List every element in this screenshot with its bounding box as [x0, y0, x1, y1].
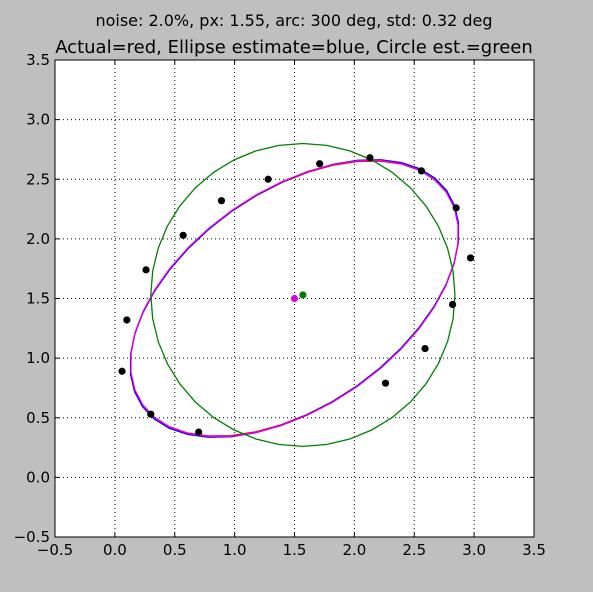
x-tick-label: 0.0 [103, 541, 127, 559]
point-samples [448, 300, 457, 309]
chart-title: Actual=red, Ellipse estimate=blue, Circl… [55, 37, 533, 58]
chart-suptitle: noise: 2.0%, px: 1.55, arc: 300 deg, std… [95, 11, 492, 30]
point-ellipse-center [290, 294, 299, 303]
series-overlay [130, 159, 459, 438]
y-tick-label: −0.5 [14, 528, 50, 546]
y-tick-label: 3.5 [26, 51, 50, 69]
y-tick-label: 0.0 [26, 468, 50, 486]
y-tick-label: 0.5 [26, 409, 50, 427]
y-tick-label: 2.0 [26, 230, 50, 248]
point-samples [466, 254, 475, 262]
y-tick-label: 1.5 [26, 290, 50, 308]
x-tick-label: 0.5 [163, 541, 187, 559]
point-samples [217, 197, 226, 205]
x-tick-label: 2.5 [402, 541, 426, 559]
point-samples [316, 160, 324, 168]
axis-ticks: −0.5 0.0 0.5 1.0 1.5 2.0 2.5 3.0 3.5 −0.5 0.0 0.5 1.… [14, 51, 546, 559]
y-tick-label: 3.0 [26, 111, 50, 129]
point-samples [118, 367, 126, 375]
series-circle-est- [150, 142, 456, 448]
x-tick-label: 1.5 [283, 541, 307, 559]
point-samples [452, 204, 460, 212]
point-samples [417, 167, 426, 175]
point-samples [264, 175, 272, 183]
x-tick-label: 1.0 [223, 541, 247, 559]
point-samples [366, 154, 374, 162]
points-layer [118, 154, 475, 436]
point-samples [142, 266, 150, 274]
point-samples [381, 379, 390, 387]
point-samples [179, 231, 187, 239]
y-tick-label: 2.5 [26, 170, 50, 188]
point-samples [147, 410, 155, 418]
x-tick-label: 3.0 [462, 541, 486, 559]
point-circle-center [299, 291, 307, 299]
point-samples [195, 428, 203, 436]
y-tick-label: 1.0 [26, 349, 50, 367]
point-samples [123, 316, 131, 324]
x-tick-label: 3.5 [522, 541, 546, 559]
x-tick-label: 2.0 [342, 541, 366, 559]
x-tick-label: −0.5 [37, 541, 73, 559]
series-layer [129, 142, 460, 448]
point-samples [421, 344, 429, 353]
